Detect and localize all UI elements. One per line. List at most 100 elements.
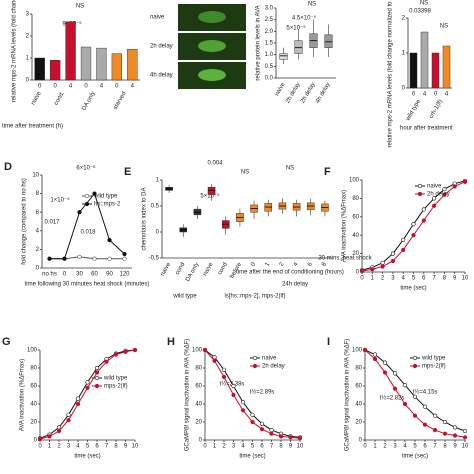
x-axis-label: time after treatment (h): [2, 124, 63, 130]
data-point: [359, 268, 365, 274]
x-tick-label: 6: [95, 444, 99, 450]
y-tick-label: 40: [352, 233, 359, 239]
data-point: [56, 425, 62, 430]
y-tick-label: 20: [352, 251, 359, 257]
x-tick-label: 1: [373, 444, 377, 450]
y-tick-label: 1.5: [265, 41, 274, 47]
bar: [420, 31, 429, 89]
x-axis-label: time (sec): [74, 454, 100, 460]
data-point: [278, 434, 284, 439]
annotation: 24h delay: [282, 282, 308, 288]
y-tick-label: 2: [402, 16, 406, 22]
annotation: 0.017: [44, 220, 60, 226]
data-point: [221, 374, 227, 380]
panel-label: H: [167, 336, 175, 348]
x-tick-label: 5: [251, 444, 255, 450]
data-point: [372, 356, 378, 362]
annotation: 5×10⁻⁵: [200, 193, 220, 200]
data-point: [392, 371, 398, 376]
group-label: starved: [113, 91, 128, 111]
y-tick-label: 40: [355, 402, 362, 408]
group-label: cond.: [53, 91, 66, 107]
data-point: [77, 254, 82, 259]
x-tick-label: 0: [38, 444, 42, 450]
data-point: [122, 256, 127, 261]
x-axis-label: time (sec): [239, 454, 265, 460]
legend-label: 2h delay: [427, 192, 450, 198]
x-tick-label: 10: [132, 444, 139, 450]
y-axis-label: GCaMP6f signal inactivation in AVA (%ΔF): [345, 339, 351, 452]
y-tick-label: 1: [402, 51, 406, 57]
data-point: [212, 358, 217, 363]
micrograph-cell: [198, 11, 226, 23]
bar: [50, 60, 61, 81]
data-point: [221, 367, 227, 372]
legend-label: naive: [262, 356, 277, 362]
data-point: [56, 428, 62, 434]
y-tick-label: 100: [352, 348, 363, 354]
annotation: t½=2.82s: [380, 395, 405, 402]
data-point: [362, 347, 368, 353]
group-label: DA only: [81, 91, 97, 112]
data-point: [380, 264, 385, 269]
x-tick-label: 2h delay: [300, 82, 317, 105]
x-tick-label: 2: [222, 444, 226, 450]
data-point: [250, 412, 255, 417]
annotation: NS: [286, 166, 294, 172]
panel-label: G: [2, 336, 11, 348]
panel-label: E: [124, 166, 131, 178]
annotation: wild type: [172, 294, 197, 300]
y-tick-label: 3: [26, 12, 30, 18]
y-tick-label: 80: [352, 196, 359, 202]
data-point: [462, 428, 468, 434]
box: [324, 34, 333, 48]
data-point: [113, 352, 119, 357]
x-tick-label: 3: [232, 444, 236, 450]
data-point: [422, 404, 428, 409]
data-point: [382, 370, 388, 375]
y-tick-label: 80: [30, 366, 37, 372]
x-tick-label: 10: [462, 444, 469, 450]
y-tick-label: 100: [192, 348, 203, 354]
annotation: t½=2.89s: [250, 389, 275, 396]
data-point: [297, 436, 303, 441]
data-point: [250, 419, 255, 425]
y-tick-label: 0: [36, 266, 40, 272]
data-point: [107, 238, 112, 243]
data-point: [240, 408, 246, 413]
legend-marker: [94, 383, 100, 389]
data-point: [107, 256, 112, 261]
legend-label: wild type: [93, 194, 118, 200]
y-axis-label: AVA inactivation (%ΔFmax): [342, 190, 348, 262]
data-point: [123, 349, 128, 354]
legend-marker: [412, 355, 418, 361]
data-point: [442, 192, 447, 197]
x-tick-label: 4: [69, 84, 73, 90]
y-tick-label: 0.0: [265, 76, 274, 82]
x-tick-label: 9: [453, 444, 457, 450]
y-axis-label: AVA inactivation (%ΔFmax): [20, 359, 26, 431]
y-tick-label: 2: [26, 34, 30, 40]
data-point: [432, 203, 437, 208]
y-tick-label: 4: [36, 228, 40, 234]
data-point: [401, 237, 406, 242]
y-tick-label: 1: [156, 178, 160, 184]
x-axis-label: hour after treatment: [400, 126, 453, 132]
data-point: [452, 433, 458, 438]
x-tick-label: 2: [57, 444, 61, 450]
panel-label: F: [324, 166, 331, 178]
x-tick-label: 9: [289, 444, 293, 450]
data-point: [370, 267, 375, 272]
x-tick-label: 8: [443, 276, 447, 282]
y-tick-label: 2.0: [265, 29, 274, 35]
bar: [34, 57, 45, 81]
x-tick-label: 6: [423, 444, 427, 450]
y-tick-label: 10: [32, 173, 39, 179]
x-tick-label: 0: [115, 84, 119, 90]
x-tick-label: 4: [100, 84, 104, 90]
data-point: [240, 400, 246, 405]
y-tick-label: 0: [156, 230, 160, 236]
y-axis-label: chemotaxis index to DA: [142, 187, 148, 250]
legend-marker: [417, 191, 423, 197]
